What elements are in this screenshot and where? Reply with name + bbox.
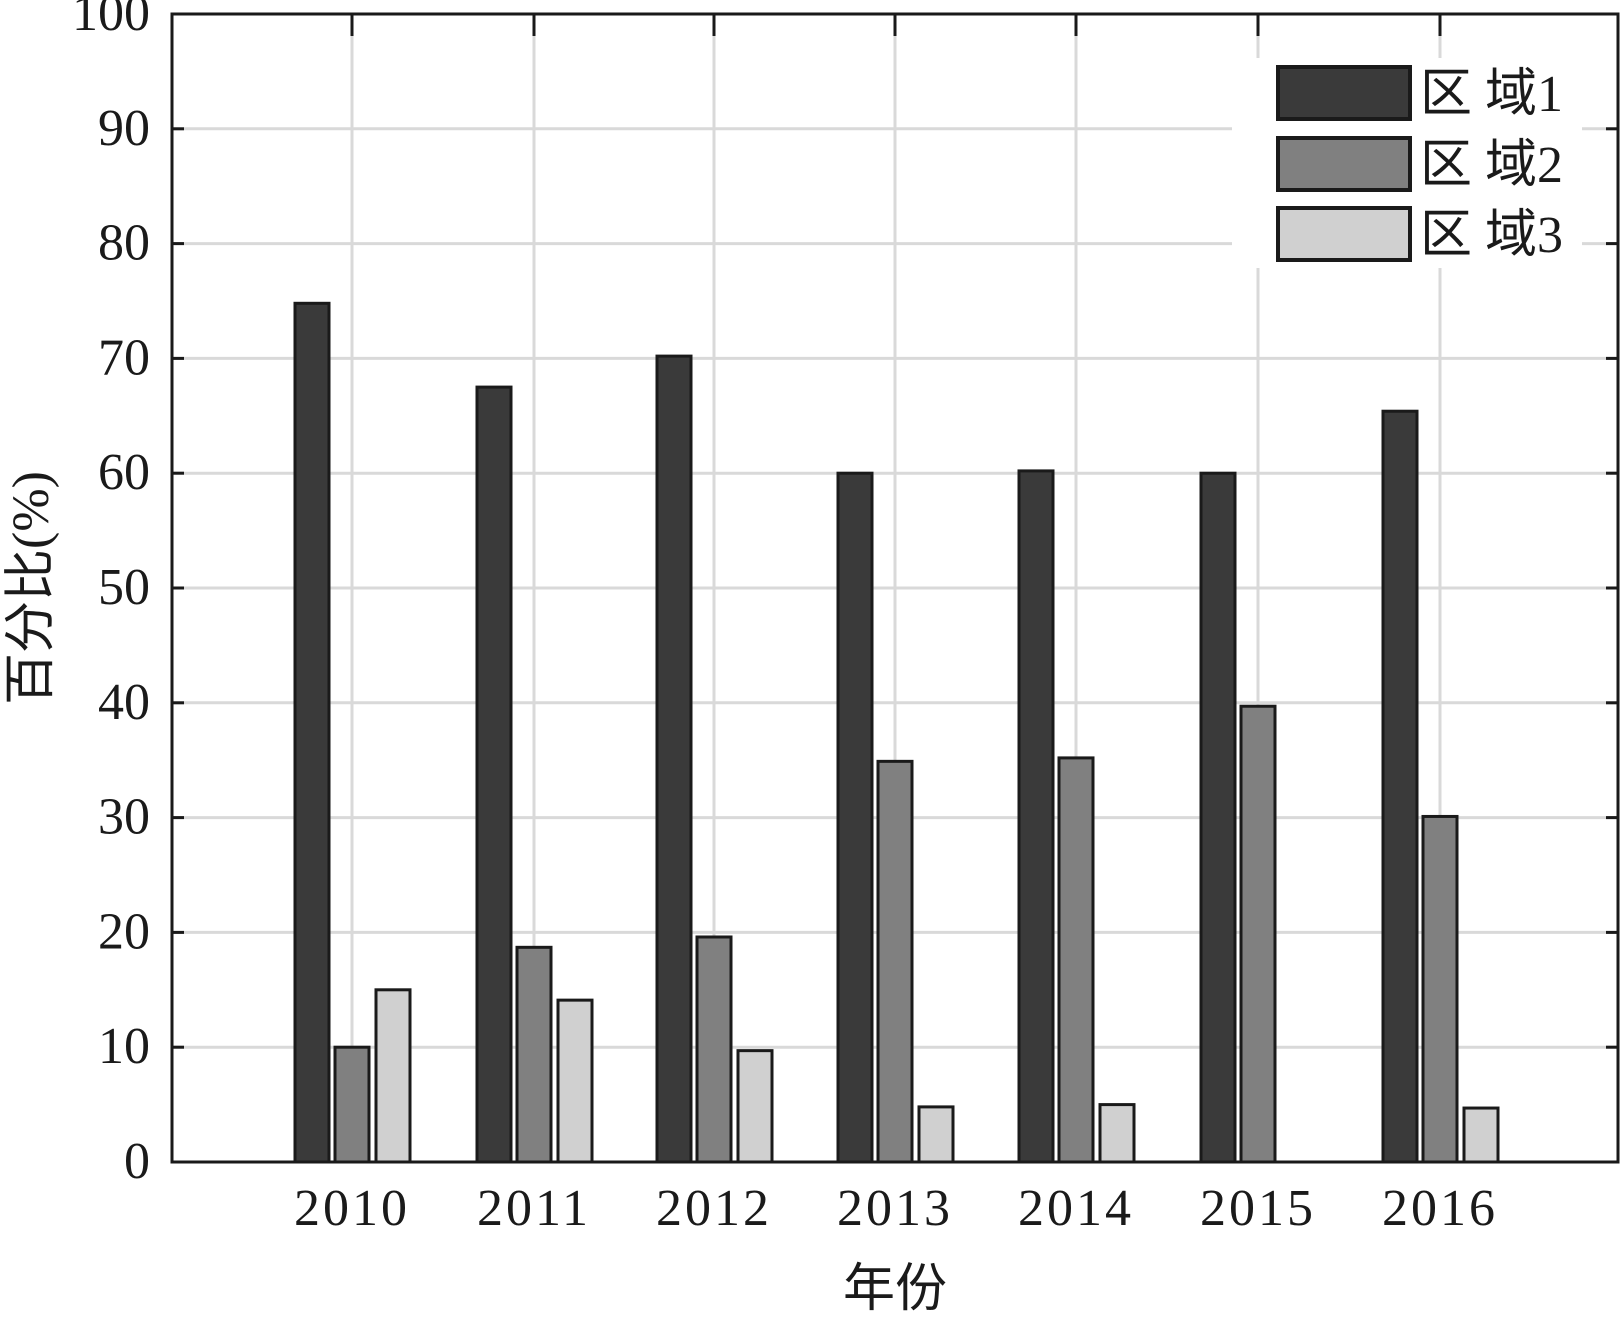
legend-label-series3: 区 域3 xyxy=(1420,207,1563,264)
y-axis-title: 百分比(%) xyxy=(3,471,60,705)
bar-series3-2010 xyxy=(374,988,412,1164)
bar-series2-2010 xyxy=(333,1045,371,1164)
bar-series3-2012 xyxy=(736,1049,774,1164)
legend-swatch-series2 xyxy=(1276,136,1412,192)
y-tick-label: 100 xyxy=(72,0,150,42)
bar-series1-2013 xyxy=(836,471,874,1164)
bar-series2-2016 xyxy=(1421,814,1459,1164)
x-tick-label: 2015 xyxy=(1200,1180,1316,1237)
y-tick-label: 30 xyxy=(98,789,150,846)
bar-series3-2011 xyxy=(556,998,594,1164)
bar-series3-2014 xyxy=(1098,1103,1136,1164)
x-tick-label: 2012 xyxy=(656,1180,772,1237)
x-tick-label: 2011 xyxy=(477,1180,591,1237)
y-tick-label: 50 xyxy=(98,559,150,616)
bar-series2-2011 xyxy=(515,945,553,1164)
axis-ticks xyxy=(172,14,1618,1049)
bar-series2-2013 xyxy=(876,759,914,1164)
bar-series3-2016 xyxy=(1462,1106,1500,1164)
y-tick-label: 60 xyxy=(98,444,150,501)
bar-series2-2014 xyxy=(1057,756,1095,1164)
bar-series1-2010 xyxy=(293,301,331,1164)
x-axis-tick-labels: 2010 2011 2012 2013 2014 2015 2016 xyxy=(294,1180,1498,1237)
bar-series1-2011 xyxy=(475,385,513,1164)
y-axis-tick-labels: 0 10 20 30 40 50 60 70 80 90 100 xyxy=(72,0,150,1190)
legend-label-series2: 区 域2 xyxy=(1420,137,1563,194)
bar-series2-2015 xyxy=(1239,704,1277,1164)
y-tick-label: 10 xyxy=(98,1018,150,1075)
bar-series2-2012 xyxy=(695,935,733,1164)
bar-series3-2013 xyxy=(917,1105,955,1164)
x-tick-label: 2014 xyxy=(1018,1180,1134,1237)
y-tick-label: 70 xyxy=(98,329,150,386)
bar-series1-2014 xyxy=(1017,469,1055,1164)
legend: 区 域1 区 域2 区 域3 xyxy=(1232,58,1582,268)
x-axis-title: 年份 xyxy=(843,1261,947,1318)
x-tick-label: 2016 xyxy=(1382,1180,1498,1237)
bar-series1-2012 xyxy=(655,354,693,1164)
legend-swatch-series1 xyxy=(1276,65,1412,121)
bars xyxy=(293,301,1500,1164)
legend-label-series1: 区 域1 xyxy=(1420,66,1563,123)
bar-series1-2015 xyxy=(1199,471,1237,1164)
y-tick-label: 80 xyxy=(98,215,150,272)
y-tick-label: 20 xyxy=(98,903,150,960)
y-tick-label: 90 xyxy=(98,100,150,157)
y-tick-label: 0 xyxy=(124,1133,150,1190)
legend-swatch-series3 xyxy=(1276,206,1412,262)
bar-series1-2016 xyxy=(1381,409,1419,1164)
x-tick-label: 2013 xyxy=(837,1180,953,1237)
x-tick-label: 2010 xyxy=(294,1180,410,1237)
y-tick-label: 40 xyxy=(98,674,150,731)
